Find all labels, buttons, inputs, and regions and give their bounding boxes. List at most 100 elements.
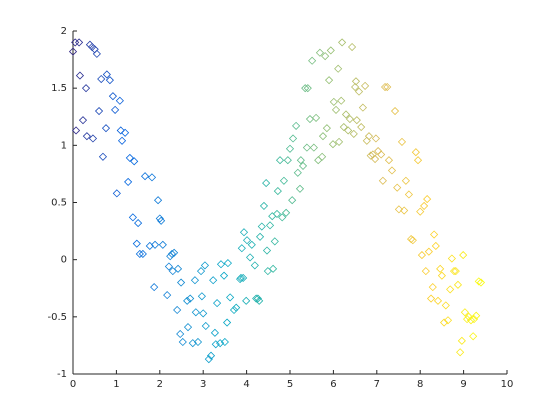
data-point	[219, 271, 229, 280]
data-point	[201, 321, 210, 331]
data-point	[229, 305, 239, 315]
data-point	[293, 168, 302, 177]
data-point	[190, 276, 200, 285]
data-point	[253, 294, 262, 303]
data-point	[155, 214, 164, 223]
data-point	[105, 76, 114, 85]
data-point	[132, 239, 141, 248]
data-point	[424, 247, 433, 256]
data-point	[295, 184, 305, 193]
data-point	[115, 96, 124, 105]
x-tick-label: 5	[287, 379, 293, 390]
data-point	[186, 294, 195, 303]
data-point	[296, 156, 305, 165]
data-point	[204, 355, 213, 364]
data-point	[380, 82, 390, 92]
data-point	[167, 249, 177, 259]
data-point	[178, 337, 187, 347]
y-tick-label: 0	[61, 255, 67, 266]
x-tick-label: 3	[200, 379, 206, 390]
data-point	[124, 177, 133, 186]
data-point	[456, 348, 465, 357]
data-point	[116, 126, 125, 135]
data-point	[213, 299, 222, 308]
data-point	[255, 232, 265, 241]
data-point	[476, 278, 486, 287]
x-tick-label: 2	[157, 379, 163, 390]
data-point	[430, 230, 439, 239]
data-point	[401, 176, 410, 185]
data-point	[314, 156, 323, 165]
data-point	[408, 236, 417, 245]
data-point	[457, 336, 466, 345]
data-point	[428, 283, 437, 292]
data-point	[223, 259, 233, 268]
data-point	[81, 84, 91, 93]
data-point	[239, 228, 249, 237]
data-point	[318, 152, 327, 161]
data-point	[101, 124, 111, 133]
data-point	[250, 261, 259, 270]
data-point	[176, 329, 185, 339]
data-point	[394, 205, 403, 214]
data-point	[366, 151, 375, 160]
data-point	[71, 126, 81, 135]
data-point	[97, 74, 106, 84]
data-point	[433, 296, 443, 305]
data-point	[121, 128, 130, 137]
data-point	[273, 187, 282, 196]
data-point	[88, 134, 98, 143]
y-tick-label: 0.5	[51, 198, 67, 209]
y-tick-label: -0.5	[47, 312, 67, 323]
data-point	[188, 339, 197, 348]
data-point	[318, 132, 328, 141]
data-point	[232, 303, 241, 312]
data-point	[352, 116, 361, 125]
data-point	[384, 156, 394, 165]
data-point	[437, 271, 446, 280]
data-point	[183, 323, 193, 332]
data-point	[130, 157, 139, 166]
data-point	[390, 106, 400, 116]
data-point	[75, 71, 85, 80]
data-point	[102, 70, 111, 79]
data-point	[92, 49, 101, 58]
data-point	[436, 264, 445, 273]
data-point	[125, 153, 134, 162]
data-point	[421, 267, 430, 276]
data-point	[98, 152, 108, 161]
data-point	[302, 143, 311, 152]
data-point	[420, 201, 429, 210]
data-point	[303, 84, 312, 93]
data-point	[147, 173, 157, 182]
data-point	[262, 178, 271, 188]
data-point	[447, 254, 456, 263]
data-point	[177, 278, 186, 287]
data-point	[285, 144, 295, 153]
data-point	[474, 277, 483, 286]
data-point	[341, 110, 351, 119]
data-point	[411, 148, 420, 157]
data-point	[416, 207, 425, 216]
data-point	[464, 312, 473, 321]
data-point	[431, 241, 440, 251]
data-point	[344, 126, 353, 135]
x-tick-label: 1	[113, 379, 119, 390]
data-point	[460, 308, 469, 317]
data-point	[339, 122, 348, 132]
x-tick-label: 8	[417, 379, 423, 390]
data-point	[236, 273, 246, 283]
data-point	[68, 47, 78, 56]
data-point	[417, 251, 427, 260]
data-point	[157, 216, 166, 225]
data-point	[443, 316, 453, 325]
data-point	[347, 42, 357, 52]
data-point	[262, 246, 272, 255]
data-point	[94, 106, 104, 116]
x-tick-label: 4	[243, 379, 249, 390]
data-point	[288, 134, 298, 143]
data-point	[78, 116, 88, 125]
data-point	[469, 332, 478, 341]
